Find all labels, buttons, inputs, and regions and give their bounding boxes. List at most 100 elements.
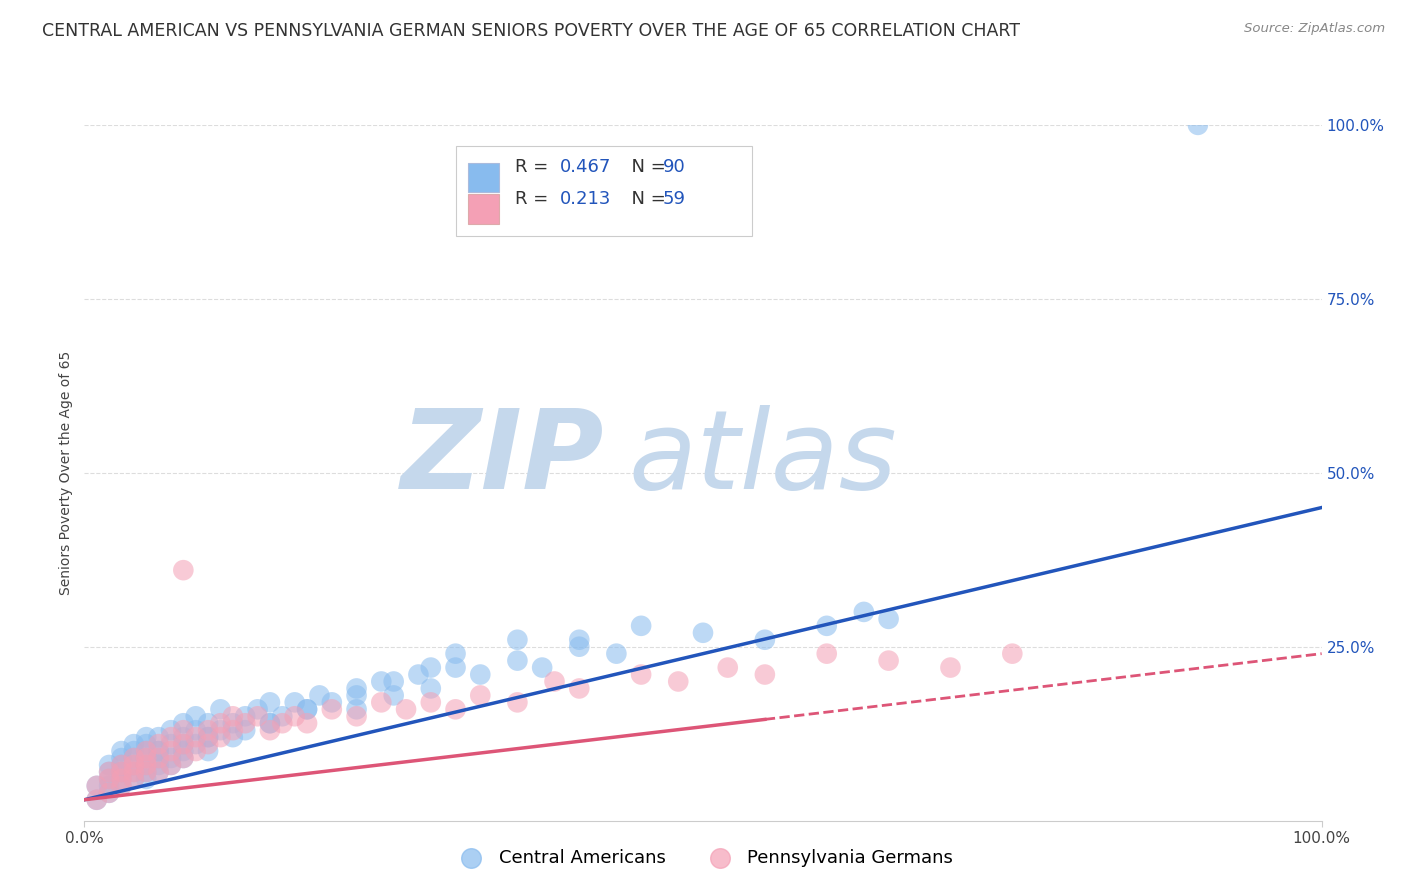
Point bbox=[877, 654, 900, 668]
Point bbox=[110, 744, 132, 758]
Point bbox=[135, 764, 157, 779]
Point bbox=[110, 772, 132, 786]
Point bbox=[346, 689, 368, 703]
Point bbox=[122, 764, 145, 779]
Point bbox=[197, 737, 219, 751]
Point bbox=[666, 674, 689, 689]
Point bbox=[110, 764, 132, 779]
Point bbox=[98, 772, 121, 786]
Point bbox=[160, 751, 183, 765]
Point bbox=[470, 689, 492, 703]
Text: 90: 90 bbox=[662, 158, 685, 177]
Point bbox=[321, 702, 343, 716]
Point bbox=[110, 772, 132, 786]
Point bbox=[295, 716, 318, 731]
Point bbox=[135, 744, 157, 758]
Point bbox=[122, 772, 145, 786]
Point bbox=[346, 702, 368, 716]
Point bbox=[209, 723, 232, 738]
Point bbox=[382, 689, 405, 703]
Point bbox=[568, 632, 591, 647]
Point bbox=[172, 744, 194, 758]
Point bbox=[754, 667, 776, 681]
Point bbox=[370, 695, 392, 709]
Point bbox=[86, 779, 108, 793]
Point bbox=[222, 723, 245, 738]
Legend: Central Americans, Pennsylvania Germans: Central Americans, Pennsylvania Germans bbox=[446, 842, 960, 874]
Point bbox=[271, 709, 294, 723]
Point bbox=[692, 625, 714, 640]
Point bbox=[135, 758, 157, 772]
Point bbox=[346, 681, 368, 696]
Point bbox=[630, 667, 652, 681]
Point bbox=[184, 730, 207, 744]
Point bbox=[197, 716, 219, 731]
Point bbox=[135, 744, 157, 758]
Point bbox=[395, 702, 418, 716]
Text: N =: N = bbox=[620, 190, 672, 208]
Point bbox=[259, 695, 281, 709]
Point bbox=[284, 695, 307, 709]
Point bbox=[308, 689, 330, 703]
Text: 0.213: 0.213 bbox=[560, 190, 612, 208]
Point bbox=[184, 709, 207, 723]
Point bbox=[543, 674, 565, 689]
Point bbox=[110, 779, 132, 793]
Point bbox=[382, 674, 405, 689]
Point bbox=[346, 709, 368, 723]
Point bbox=[222, 716, 245, 731]
Point bbox=[110, 764, 132, 779]
Point bbox=[148, 730, 170, 744]
Point bbox=[122, 744, 145, 758]
Point bbox=[444, 702, 467, 716]
Point bbox=[135, 737, 157, 751]
Point bbox=[184, 737, 207, 751]
Point bbox=[717, 660, 740, 674]
Point bbox=[209, 716, 232, 731]
Point bbox=[209, 702, 232, 716]
Point bbox=[135, 764, 157, 779]
Point bbox=[419, 695, 441, 709]
Point bbox=[160, 758, 183, 772]
Point bbox=[148, 737, 170, 751]
Point bbox=[86, 793, 108, 807]
Point bbox=[877, 612, 900, 626]
Point bbox=[568, 681, 591, 696]
Point bbox=[630, 619, 652, 633]
Point bbox=[172, 751, 194, 765]
Point bbox=[98, 772, 121, 786]
Point bbox=[295, 702, 318, 716]
Point bbox=[110, 764, 132, 779]
Point bbox=[148, 764, 170, 779]
Point bbox=[370, 674, 392, 689]
Point bbox=[222, 709, 245, 723]
Point bbox=[506, 695, 529, 709]
Point bbox=[148, 751, 170, 765]
Point bbox=[110, 758, 132, 772]
Point bbox=[122, 764, 145, 779]
Point bbox=[284, 709, 307, 723]
Point bbox=[1187, 118, 1209, 132]
Point bbox=[172, 737, 194, 751]
Point bbox=[122, 751, 145, 765]
Point bbox=[160, 758, 183, 772]
Point bbox=[444, 647, 467, 661]
Point bbox=[135, 751, 157, 765]
Point bbox=[246, 709, 269, 723]
Point bbox=[408, 667, 430, 681]
Point bbox=[110, 758, 132, 772]
Point bbox=[197, 730, 219, 744]
Point bbox=[1001, 647, 1024, 661]
Point bbox=[233, 709, 256, 723]
Point bbox=[233, 723, 256, 738]
Text: atlas: atlas bbox=[628, 405, 897, 512]
Y-axis label: Seniors Poverty Over the Age of 65: Seniors Poverty Over the Age of 65 bbox=[59, 351, 73, 595]
Point bbox=[110, 751, 132, 765]
Point bbox=[246, 702, 269, 716]
Point bbox=[172, 723, 194, 738]
Point bbox=[197, 730, 219, 744]
Point bbox=[184, 723, 207, 738]
Text: N =: N = bbox=[620, 158, 672, 177]
Text: Source: ZipAtlas.com: Source: ZipAtlas.com bbox=[1244, 22, 1385, 36]
Point bbox=[172, 730, 194, 744]
